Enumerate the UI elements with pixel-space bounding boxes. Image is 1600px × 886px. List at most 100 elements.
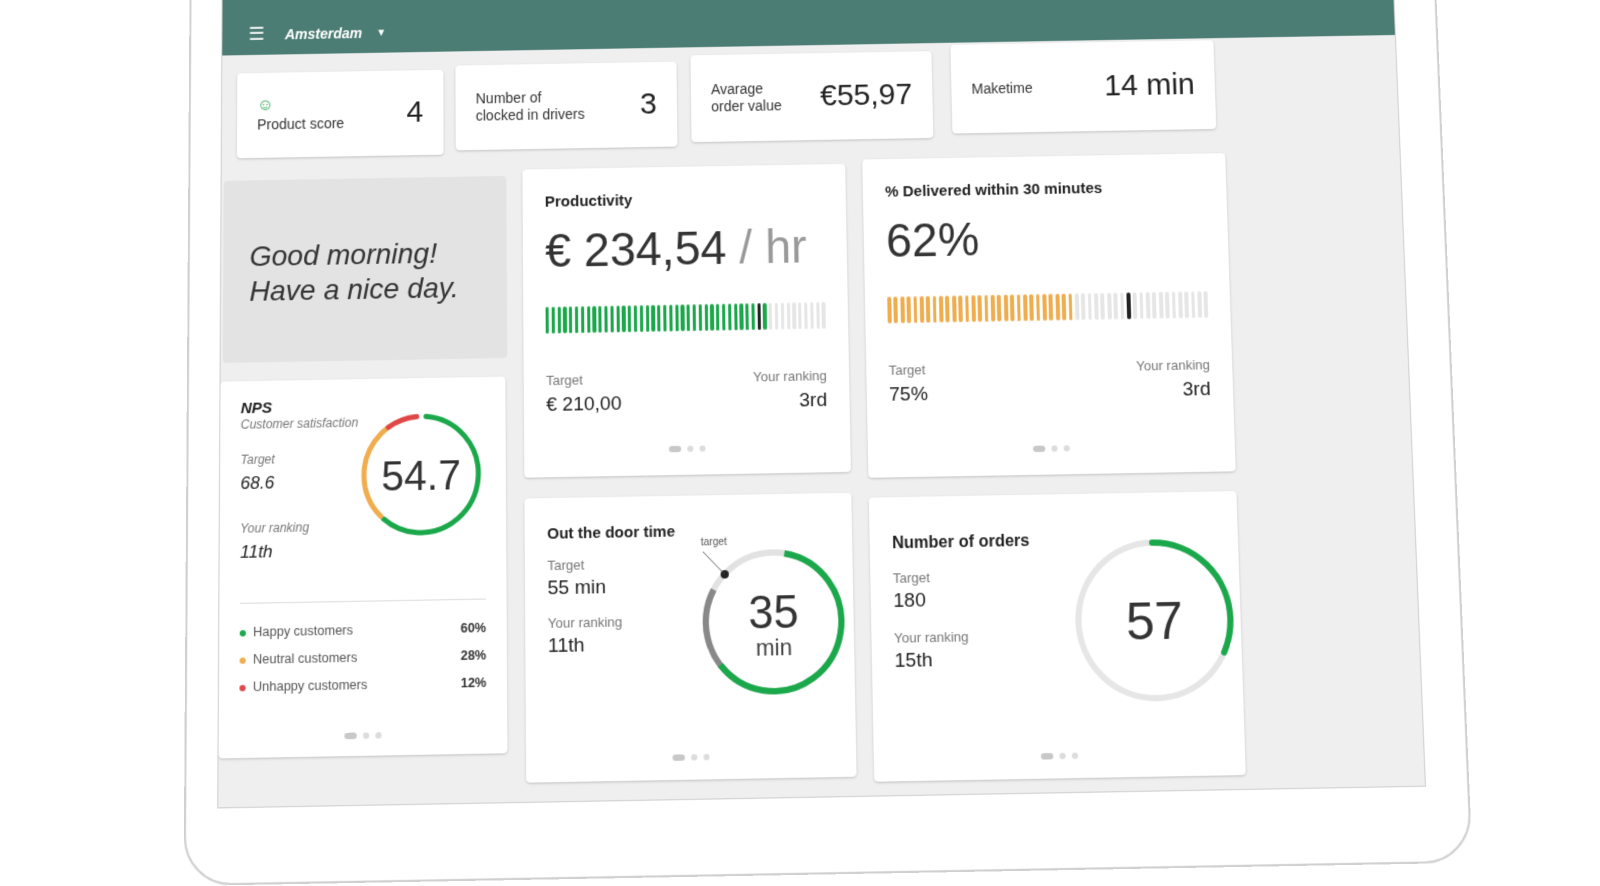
legend-label: Neutral customers xyxy=(253,650,357,667)
bar-segment xyxy=(610,306,614,333)
legend-bullet xyxy=(240,630,246,636)
bar-segment xyxy=(1029,294,1034,321)
productivity-value: € 234,54 xyxy=(545,221,727,277)
bar-segment xyxy=(1197,291,1202,318)
bar-segment xyxy=(958,295,962,322)
bar-segment xyxy=(1165,292,1170,319)
hamburger-menu-icon[interactable]: ☰ xyxy=(248,25,264,43)
bar-segment xyxy=(1146,292,1151,319)
bar-segment xyxy=(939,296,943,323)
bar-segment xyxy=(546,307,549,334)
ranking-label: Your ranking xyxy=(1136,357,1210,374)
door-time-card: Out the door time Target 55 min Your ran… xyxy=(524,493,856,783)
bar-segment xyxy=(1204,291,1209,318)
stat-label-line1: Avarage xyxy=(711,80,782,98)
greeting-line-2: Have a nice day. xyxy=(249,270,507,309)
bar-segment xyxy=(1055,294,1060,321)
stat-label-line2: order value xyxy=(711,97,782,115)
delivered-progress-bar xyxy=(887,291,1208,323)
bar-segment xyxy=(991,295,995,322)
bar-segment xyxy=(984,295,988,322)
bar-segment xyxy=(769,303,773,330)
bar-segment xyxy=(722,304,726,331)
bar-segment xyxy=(551,307,554,334)
page-dots[interactable] xyxy=(669,445,706,452)
nps-card: NPS Customer satisfaction Target 68.6 Yo… xyxy=(219,377,508,759)
bar-segment xyxy=(1075,293,1080,320)
bar-segment xyxy=(710,304,714,331)
legend-row: Happy customers 60% xyxy=(240,614,487,646)
greeting-card: Good morning! Have a nice day. xyxy=(223,176,508,363)
bar-segment xyxy=(640,305,644,332)
bar-segment xyxy=(563,307,566,334)
legend-percent: 12% xyxy=(461,675,487,690)
bar-segment xyxy=(704,304,708,331)
bar-segment xyxy=(681,304,685,331)
orders-gauge: 57 xyxy=(1070,535,1239,706)
bar-segment xyxy=(822,302,826,329)
productivity-progress-bar xyxy=(546,302,826,334)
bar-segment xyxy=(663,305,667,332)
stat-label: Product score xyxy=(257,115,344,133)
legend-bullet xyxy=(240,657,246,663)
bar-segment xyxy=(900,296,904,323)
door-time-unit: min xyxy=(756,634,793,661)
bar-segment xyxy=(1100,293,1105,320)
stat-label-line2: clocked in drivers xyxy=(476,106,585,125)
bar-target-marker xyxy=(757,303,761,330)
bar-segment xyxy=(1133,292,1138,319)
door-time-value: 35 xyxy=(748,587,799,639)
bar-segment xyxy=(952,296,956,323)
city-selector[interactable]: Amsterdam ▼ xyxy=(285,24,386,42)
door-time-target-tag: target xyxy=(701,537,728,549)
bar-segment xyxy=(1004,295,1008,322)
stat-value: €55,97 xyxy=(820,78,913,114)
bar-segment xyxy=(716,304,720,331)
bar-segment xyxy=(1178,292,1183,319)
bar-segment xyxy=(1152,292,1157,319)
bar-segment xyxy=(1042,294,1047,321)
bar-segment xyxy=(1139,292,1144,319)
bar-segment xyxy=(1036,294,1041,321)
bar-segment xyxy=(1016,294,1021,321)
target-value: 75% xyxy=(889,384,928,407)
top-bar: ☰ Amsterdam ▼ xyxy=(222,0,1395,55)
bar-segment xyxy=(945,296,949,323)
legend-percent: 28% xyxy=(461,648,487,663)
stat-value: 4 xyxy=(407,95,424,130)
bar-segment xyxy=(1010,295,1014,322)
target-value: € 210,00 xyxy=(546,393,621,417)
bar-segment xyxy=(932,296,936,323)
bar-segment xyxy=(740,303,744,330)
bar-segment xyxy=(675,305,679,332)
stat-label: Maketime xyxy=(971,79,1032,97)
stat-card-average-order-value: Avarage order value €55,97 xyxy=(690,51,933,142)
delivered-title: % Delivered within 30 minutes xyxy=(885,178,1204,201)
bar-target-marker xyxy=(1126,292,1131,319)
bar-segment xyxy=(798,302,802,329)
page-dots[interactable] xyxy=(1033,445,1070,452)
bar-segment xyxy=(587,306,590,333)
target-label: Target xyxy=(546,371,621,388)
bar-segment xyxy=(1049,294,1054,321)
page-dots[interactable] xyxy=(1041,753,1078,760)
nps-legend: Happy customers 60% Neutral customers 28% Un… xyxy=(239,599,486,701)
dropdown-caret-icon: ▼ xyxy=(376,27,386,38)
ranking-value: 3rd xyxy=(1137,379,1211,403)
bar-segment xyxy=(792,302,796,329)
bar-segment xyxy=(557,307,560,334)
bar-segment xyxy=(728,304,732,331)
productivity-unit: / hr xyxy=(739,219,807,273)
bar-segment xyxy=(1094,293,1099,320)
productivity-card: Productivity € 234,54 / hr Target € 210,… xyxy=(522,164,851,478)
ranking-label: Your ranking xyxy=(753,368,827,385)
page-dots[interactable] xyxy=(344,732,381,739)
bar-segment xyxy=(913,296,917,323)
stat-card-product-score: ☺ Product score 4 xyxy=(237,70,444,159)
bar-segment xyxy=(604,306,608,333)
legend-label: Unhappy customers xyxy=(253,677,367,694)
bar-segment xyxy=(965,295,969,322)
bar-segment xyxy=(622,306,626,333)
bar-segment xyxy=(1120,293,1125,320)
page-dots[interactable] xyxy=(673,754,710,761)
